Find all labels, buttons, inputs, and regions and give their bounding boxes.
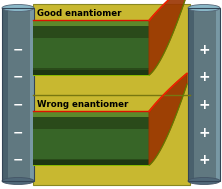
Ellipse shape [188, 5, 220, 12]
Ellipse shape [2, 177, 34, 184]
Polygon shape [216, 8, 220, 181]
Text: +: + [198, 43, 210, 57]
Text: −: − [13, 154, 23, 167]
Polygon shape [149, 0, 187, 75]
Bar [33, 20, 149, 26]
Text: −: − [13, 126, 23, 139]
Bar [33, 38, 149, 68]
Text: +: + [198, 70, 210, 84]
Text: −: − [13, 71, 23, 84]
Bar [33, 4, 190, 185]
Text: −: − [13, 43, 23, 56]
Text: +: + [198, 125, 210, 139]
Bar [2, 8, 34, 181]
Bar [33, 111, 149, 117]
Polygon shape [2, 8, 8, 181]
Bar [33, 20, 149, 75]
Polygon shape [149, 73, 187, 165]
Ellipse shape [188, 177, 220, 184]
Text: +: + [198, 98, 210, 112]
Text: +: + [198, 153, 210, 167]
Bar [33, 129, 149, 159]
Polygon shape [30, 8, 34, 181]
Bar [33, 70, 149, 75]
Text: −: − [13, 98, 23, 111]
Text: Wrong enantiomer: Wrong enantiomer [37, 100, 128, 109]
Text: Good enantiomer: Good enantiomer [37, 9, 121, 19]
Ellipse shape [2, 5, 34, 12]
Polygon shape [188, 8, 194, 181]
Bar [188, 8, 220, 181]
Bar [33, 160, 149, 165]
Bar [33, 111, 149, 165]
